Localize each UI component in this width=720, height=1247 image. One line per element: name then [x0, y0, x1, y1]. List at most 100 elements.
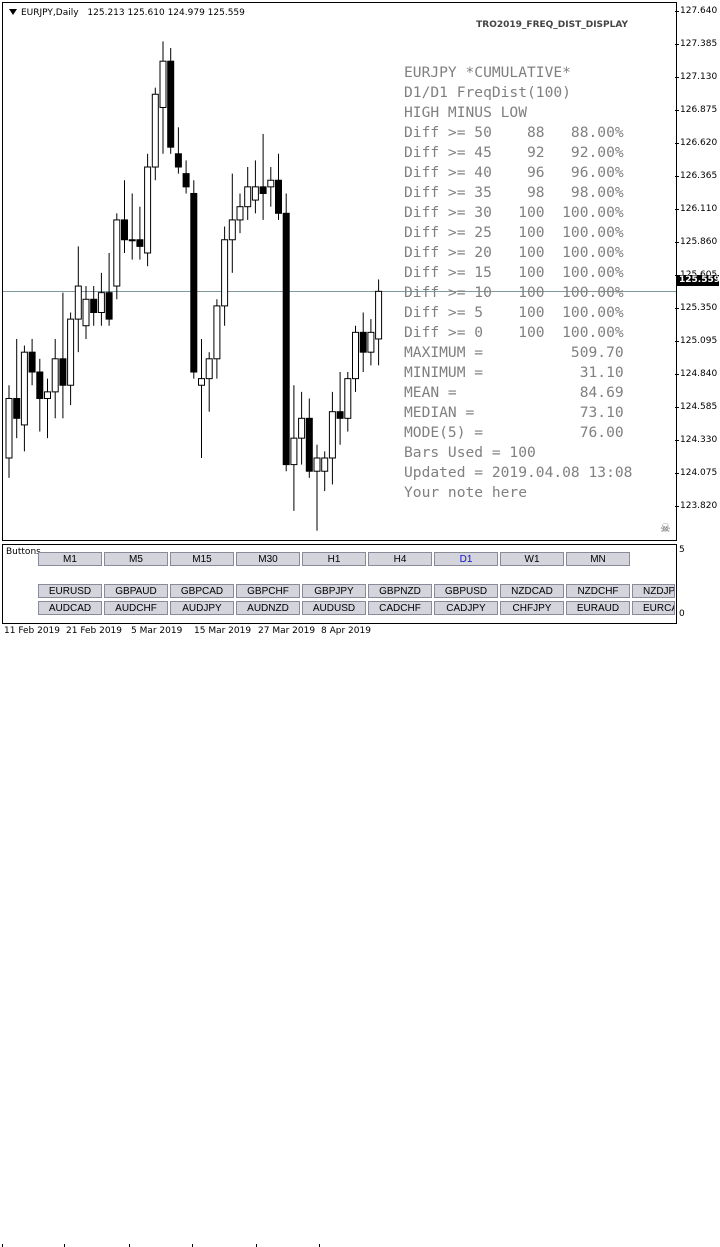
price-tick-mark: [675, 143, 679, 144]
time-axis: 11 Feb 2019 21 Feb 2019 5 Mar 2019 15 Mar 2…: [0, 622, 675, 1247]
price-tick-mark: [675, 407, 679, 408]
button-nzdcad[interactable]: NZDCAD: [500, 584, 564, 598]
button-audchf[interactable]: AUDCHF: [104, 601, 168, 615]
button-gbpcad[interactable]: GBPCAD: [170, 584, 234, 598]
button-chfjpy[interactable]: CHFJPY: [500, 601, 564, 615]
button-d1[interactable]: D1: [434, 552, 498, 566]
candle: [105, 252, 113, 326]
candle: [213, 299, 221, 379]
candle-body: [205, 358, 213, 380]
button-nzdchf[interactable]: NZDCHF: [566, 584, 630, 598]
price-tick-label: 126.620: [680, 138, 718, 148]
candle-body: [128, 239, 136, 242]
price-tick-label: 124.840: [680, 369, 718, 379]
button-h1[interactable]: H1: [302, 552, 366, 566]
button-m30[interactable]: M30: [236, 552, 300, 566]
button-eurcad[interactable]: EURCAD: [632, 601, 675, 615]
stat-line: Diff >= 40 96 96.00%: [404, 164, 624, 181]
stat-line: MEDIAN = 73.10: [404, 404, 624, 421]
candle: [74, 246, 82, 353]
candle-body: [74, 285, 82, 320]
candle: [375, 279, 383, 366]
symbol-header: EURJPY,Daily 125.213 125.610 124.979 125…: [7, 8, 245, 18]
candle: [190, 180, 198, 379]
candle-body: [97, 292, 105, 314]
stat-line: Diff >= 5 100 100.00%: [404, 304, 624, 321]
candle-body: [344, 378, 352, 419]
candle: [236, 193, 244, 234]
candle: [205, 352, 213, 412]
candle-body: [259, 186, 267, 194]
button-audnzd[interactable]: AUDNZD: [236, 601, 300, 615]
candle: [51, 338, 59, 419]
candle: [313, 444, 321, 531]
candle-body: [113, 219, 121, 287]
candle-body: [36, 371, 44, 399]
candle-body: [59, 358, 67, 386]
stat-line: Diff >= 10 100 100.00%: [404, 284, 624, 301]
price-tick-mark: [675, 506, 679, 507]
button-nzdjpy[interactable]: NZDJPY: [632, 584, 675, 598]
candle: [59, 292, 67, 419]
stat-line: MODE(5) = 76.00: [404, 424, 624, 441]
stat-line: Updated = 2019.04.08 13:08: [404, 464, 633, 481]
candle-body: [244, 186, 252, 208]
subwindow-tick-top: 5: [679, 545, 685, 555]
candle-body: [221, 239, 229, 307]
button-gbpnzd[interactable]: GBPNZD: [368, 584, 432, 598]
skull-icon: ☠: [660, 521, 671, 535]
candle-body: [213, 305, 221, 360]
candle: [128, 193, 136, 260]
time-tick-label: 21 Feb 2019: [66, 626, 123, 636]
button-cadjpy[interactable]: CADJPY: [434, 601, 498, 615]
button-cadchf[interactable]: CADCHF: [368, 601, 432, 615]
price-tick-mark: [675, 242, 679, 243]
button-eurusd[interactable]: EURUSD: [38, 584, 102, 598]
candle: [182, 160, 190, 194]
candle: [344, 372, 352, 432]
stat-line: MEAN = 84.69: [404, 384, 624, 401]
candle-body: [298, 417, 306, 439]
button-gbpaud[interactable]: GBPAUD: [104, 584, 168, 598]
stat-line: Bars Used = 100: [404, 444, 536, 461]
candle-body: [13, 397, 21, 419]
price-tick-label: 127.385: [680, 39, 718, 49]
stat-line: Diff >= 30 100 100.00%: [404, 204, 624, 221]
indicator-name: TRO2019_FREQ_DIST_DISPLAY: [476, 20, 628, 30]
symbol-dropdown-icon[interactable]: [9, 9, 17, 15]
stat-line: HIGH MINUS LOW: [404, 104, 528, 121]
candle-body: [375, 290, 383, 340]
button-w1[interactable]: W1: [500, 552, 564, 566]
price-tick-label: 125.350: [680, 303, 718, 313]
price-tick-label: 124.330: [680, 435, 718, 445]
candle: [36, 358, 44, 432]
button-h4[interactable]: H4: [368, 552, 432, 566]
candle: [159, 41, 167, 154]
button-audusd[interactable]: AUDUSD: [302, 601, 366, 615]
candle: [198, 338, 205, 458]
candle: [167, 47, 175, 154]
stat-line: Diff >= 50 88 88.00%: [404, 124, 624, 141]
button-gbpchf[interactable]: GBPCHF: [236, 584, 300, 598]
candle-body: [305, 417, 313, 472]
price-tick-mark: [675, 374, 679, 375]
button-m5[interactable]: M5: [104, 552, 168, 566]
candle: [67, 312, 75, 406]
button-audcad[interactable]: AUDCAD: [38, 601, 102, 615]
button-gbpjpy[interactable]: GBPJPY: [302, 584, 366, 598]
candle-body: [90, 298, 98, 314]
button-audjpy[interactable]: AUDJPY: [170, 601, 234, 615]
stat-line: Diff >= 15 100 100.00%: [404, 264, 624, 281]
price-tick-label: 124.585: [680, 402, 718, 412]
candle: [90, 286, 98, 326]
button-mn[interactable]: MN: [566, 552, 630, 566]
stat-line: Diff >= 45 92 92.00%: [404, 144, 624, 161]
main-chart-window[interactable]: EURJPY,Daily 125.213 125.610 124.979 125…: [2, 2, 677, 541]
candle-body: [367, 331, 375, 353]
button-m15[interactable]: M15: [170, 552, 234, 566]
button-gbpusd[interactable]: GBPUSD: [434, 584, 498, 598]
button-euraud[interactable]: EURAUD: [566, 601, 630, 615]
candle-body: [336, 411, 344, 419]
button-m1[interactable]: M1: [38, 552, 102, 566]
price-tick-mark: [675, 110, 679, 111]
